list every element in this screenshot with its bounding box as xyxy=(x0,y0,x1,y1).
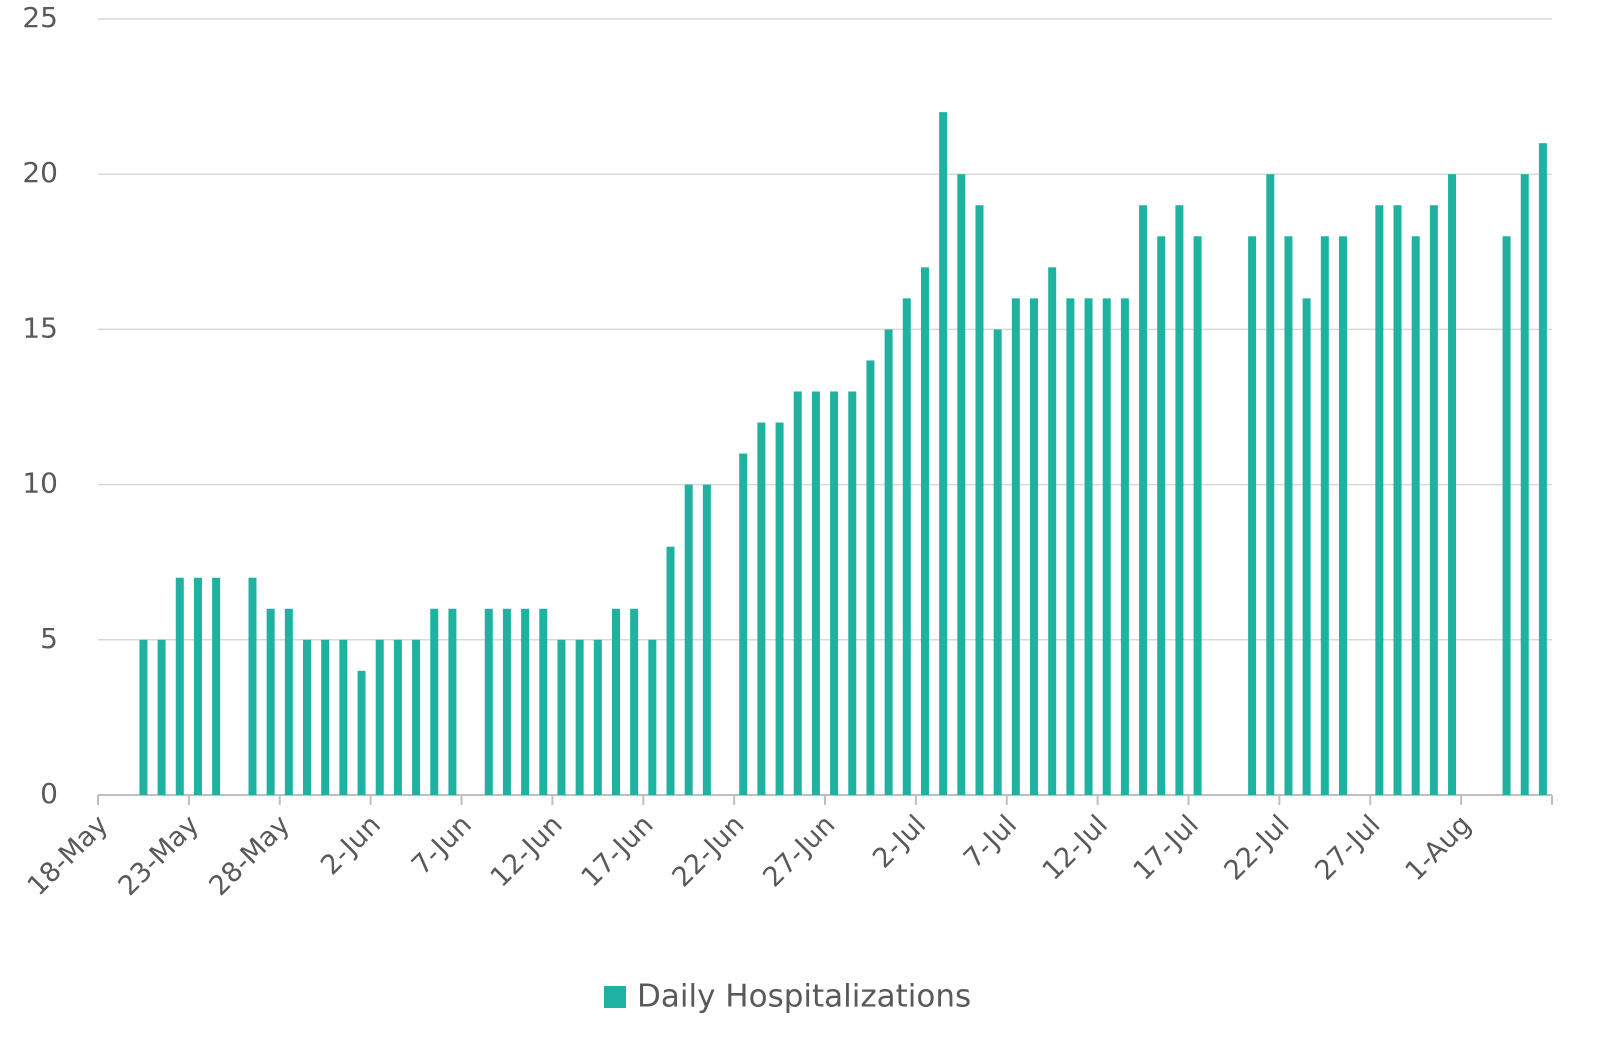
x-tick-label: 18-May xyxy=(22,809,115,902)
bar xyxy=(375,639,384,795)
bar xyxy=(284,608,293,795)
bar xyxy=(1011,298,1020,795)
bar xyxy=(793,391,802,795)
bar xyxy=(412,639,421,795)
bar xyxy=(484,608,493,795)
bar xyxy=(175,577,184,795)
bar xyxy=(1048,267,1057,795)
bar xyxy=(1284,236,1293,795)
bar xyxy=(1375,205,1384,796)
bar xyxy=(866,360,875,795)
bar xyxy=(611,608,620,795)
bar xyxy=(1302,298,1311,795)
bar xyxy=(1429,205,1438,796)
bar xyxy=(975,205,984,796)
bar xyxy=(1066,298,1075,795)
bar xyxy=(303,639,312,795)
x-tick-label: 1-Aug xyxy=(1400,809,1478,887)
bar xyxy=(1448,174,1457,795)
bar xyxy=(139,639,148,795)
bar xyxy=(939,112,948,796)
bar xyxy=(1120,298,1129,795)
x-tick-label: 22-Jun xyxy=(666,809,750,893)
bar xyxy=(593,639,602,795)
x-tick-label: 27-Jul xyxy=(1309,809,1386,886)
bar xyxy=(339,639,348,795)
y-tick-label: 20 xyxy=(22,156,58,189)
bar xyxy=(1157,236,1166,795)
bar xyxy=(357,670,366,795)
x-tick-label: 28-May xyxy=(203,809,296,902)
bar xyxy=(884,329,893,795)
x-tick-label: 27-Jun xyxy=(757,809,841,893)
bar xyxy=(321,639,330,795)
bar xyxy=(1338,236,1347,795)
bar xyxy=(848,391,857,795)
x-tick-label: 7-Jul xyxy=(958,809,1023,874)
bar xyxy=(1193,236,1202,795)
x-tick-label: 2-Jun xyxy=(315,809,387,881)
bar xyxy=(1139,205,1148,796)
bar xyxy=(502,608,511,795)
x-tick-label: 23-May xyxy=(113,809,206,902)
y-tick-label: 10 xyxy=(22,467,58,500)
y-tick-label: 25 xyxy=(22,1,58,34)
legend-label: Daily Hospitalizations xyxy=(637,979,971,1015)
bar xyxy=(248,577,257,795)
bar xyxy=(539,608,548,795)
bar xyxy=(212,577,221,795)
x-tick-label: 12-Jul xyxy=(1037,809,1114,886)
bar xyxy=(684,484,693,795)
bar xyxy=(630,608,639,795)
bar xyxy=(557,639,566,795)
x-tick-label: 22-Jul xyxy=(1218,809,1295,886)
y-tick-label: 5 xyxy=(40,622,58,655)
bar xyxy=(430,608,439,795)
bar xyxy=(830,391,839,795)
bar xyxy=(393,639,402,795)
bar xyxy=(1538,143,1547,795)
bar xyxy=(739,453,748,795)
bar xyxy=(902,298,911,795)
bar xyxy=(448,608,457,795)
bar xyxy=(1502,236,1511,795)
x-tick-label: 2-Jul xyxy=(867,809,932,874)
x-tick-label: 17-Jul xyxy=(1128,809,1205,886)
bar xyxy=(1393,205,1402,796)
bar xyxy=(702,484,711,795)
bar xyxy=(1266,174,1275,795)
bar xyxy=(957,174,966,795)
x-tick-label: 12-Jun xyxy=(485,809,569,893)
bar xyxy=(1411,236,1420,795)
y-tick-label: 0 xyxy=(40,777,58,810)
bar xyxy=(575,639,584,795)
bar xyxy=(1248,236,1257,795)
bar xyxy=(993,329,1002,795)
bar xyxy=(666,546,675,795)
bar xyxy=(757,422,766,795)
bar xyxy=(1320,236,1329,795)
bar xyxy=(1102,298,1111,795)
x-tick-label: 7-Jun xyxy=(406,809,478,881)
legend-swatch xyxy=(604,986,626,1008)
y-tick-label: 15 xyxy=(22,311,58,344)
bar xyxy=(1175,205,1184,796)
bar xyxy=(1520,174,1529,795)
bar xyxy=(1084,298,1093,795)
bar xyxy=(775,422,784,795)
bar xyxy=(811,391,820,795)
bar xyxy=(266,608,275,795)
bar xyxy=(648,639,657,795)
bar xyxy=(157,639,166,795)
bar xyxy=(521,608,530,795)
bar xyxy=(920,267,929,795)
x-tick-label: 17-Jun xyxy=(576,809,660,893)
bar xyxy=(193,577,202,795)
bar xyxy=(1030,298,1039,795)
